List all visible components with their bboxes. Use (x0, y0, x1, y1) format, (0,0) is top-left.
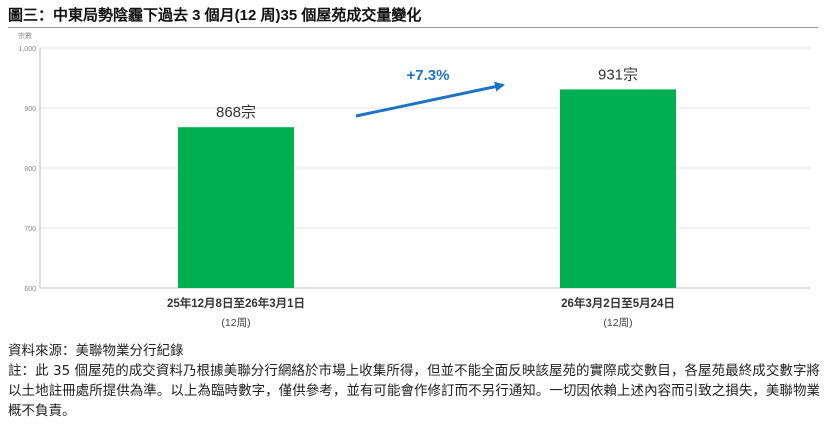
source-note: 資料來源：美聯物業分行紀錄 (8, 343, 184, 359)
x-tick-sublabel: (12周) (603, 317, 632, 329)
y-axis-label: 宗數 (18, 31, 32, 40)
bar (178, 127, 294, 288)
x-tick-label: 25年12月8日至26年3月1日 (167, 296, 305, 310)
chart-title: 圖三：中東局勢陰霾下過去 3 個月(12 周)35 個屋苑成交量變化 (8, 7, 422, 24)
data-label: 931宗 (598, 65, 638, 83)
y-tick-label: 700 (24, 226, 36, 233)
y-tick-label: 800 (24, 166, 36, 173)
data-label: 868宗 (216, 103, 256, 121)
y-tick-label: 900 (24, 106, 36, 113)
growth-arrow (355, 81, 505, 118)
title-divider (8, 27, 818, 28)
x-tick-sublabel: (12周) (221, 317, 250, 329)
bar (560, 89, 676, 289)
y-tick-label: 600 (24, 286, 36, 293)
growth-annotation: +7.3% (407, 67, 450, 84)
bar-chart: 宗數 600 700 800 900 1,000 868宗 931宗 25年12月8日至2… (18, 31, 810, 329)
x-tick-label: 26年3月2日至5月24日 (561, 296, 675, 310)
disclaimer-note: 註：此 35 個屋苑的成交資料乃根據美聯分行網絡於市場上收集所得，但並不能全面反… (8, 363, 820, 419)
y-tick-label: 1,000 (18, 46, 36, 53)
notes-block: 資料來源：美聯物業分行紀錄 註：此 35 個屋苑的成交資料乃根據美聯分行網絡於市… (8, 341, 820, 421)
